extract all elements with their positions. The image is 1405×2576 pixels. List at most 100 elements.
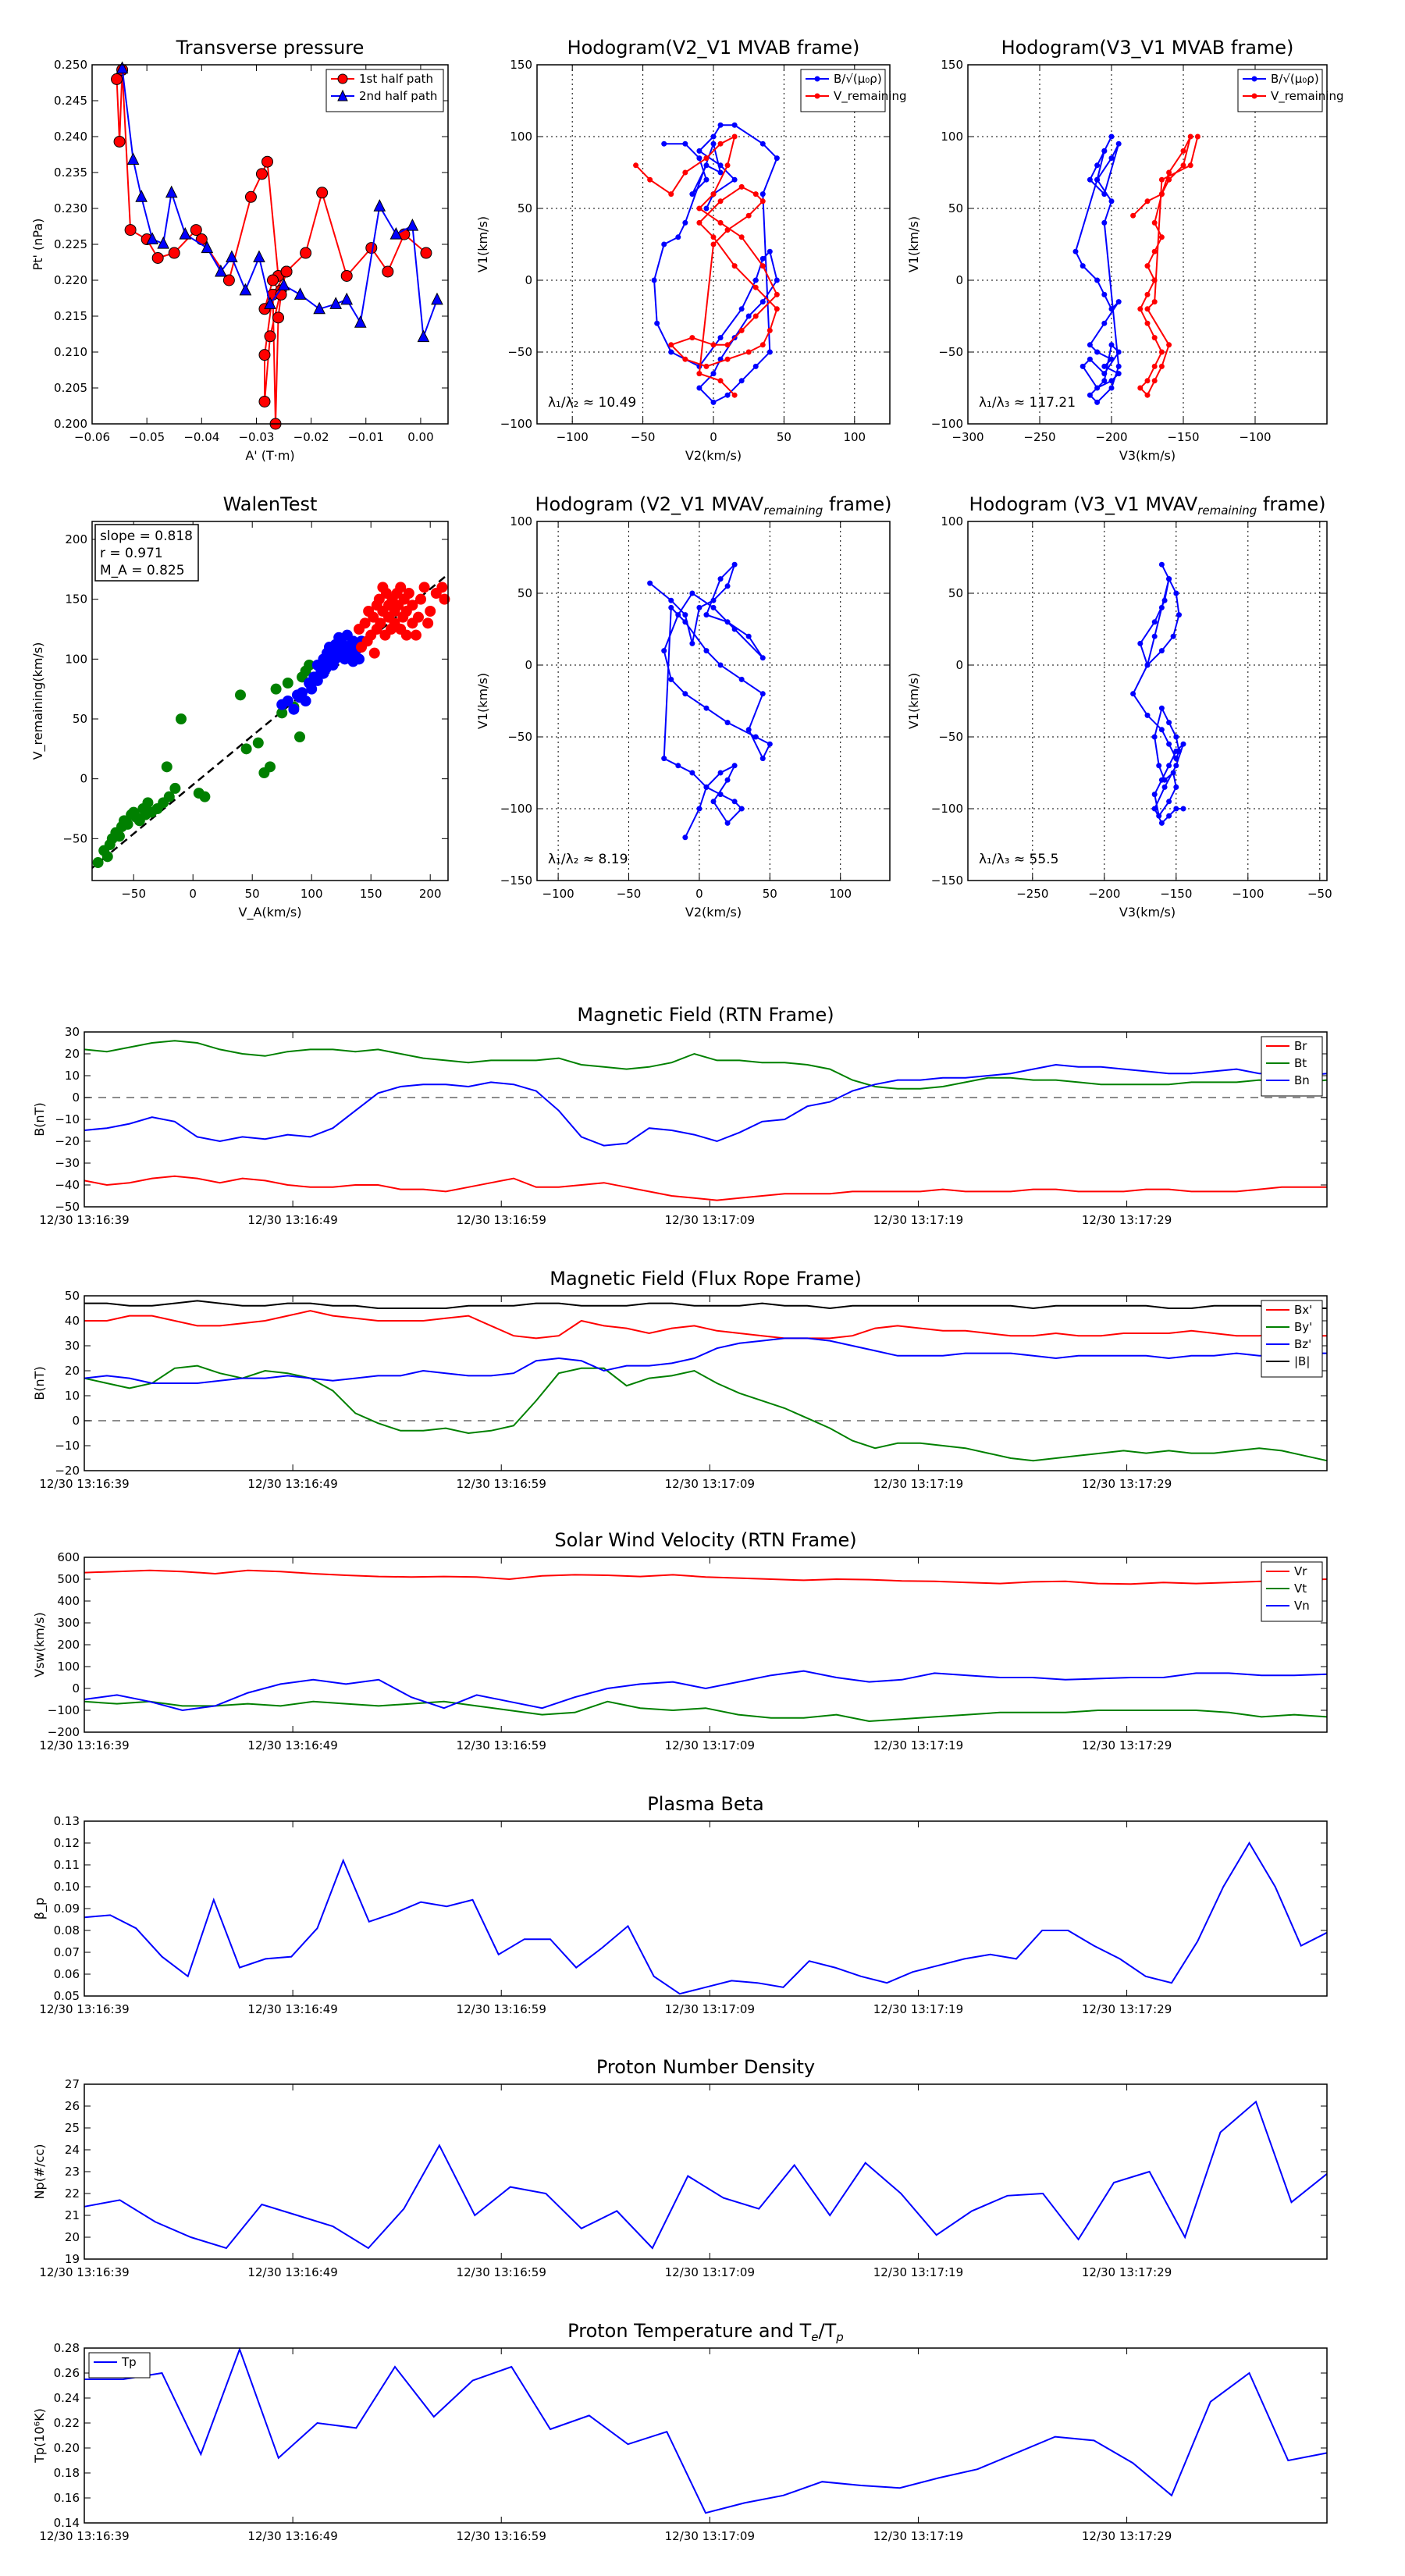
data-point [675,763,681,769]
x-axis-label: V_A(km/s) [239,905,302,920]
chart-title: Magnetic Field (RTN Frame) [577,1004,834,1026]
data-point [1166,813,1172,819]
scatter-point [354,653,365,665]
data-point [1094,277,1101,283]
scatter-point [395,582,407,593]
data-point [759,191,766,197]
data-point [738,806,745,812]
x-axis-label: V2(km/s) [685,448,742,463]
data-point [767,248,773,254]
data-point [340,292,354,305]
data-point [696,806,702,812]
legend-box [1261,1300,1323,1378]
data-point [724,342,731,348]
data-point [1180,741,1186,747]
y-tick-label: −100 [931,417,963,431]
data-point [731,133,738,140]
y-axis-label: Vsw(km/s) [32,1612,47,1677]
data-point [116,61,129,74]
x-tick-label: −50 [1307,887,1332,901]
data-point [654,320,660,326]
data-point [1166,799,1172,805]
data-point [195,233,208,246]
data-point [717,169,724,176]
y-axis-label: V_remaining(km/s) [30,642,46,760]
data-point [717,141,724,147]
x-axis-label: V3(km/s) [1119,905,1176,920]
x-tick-label: 12/30 13:17:09 [665,1738,755,1752]
data-point [168,247,180,259]
x-tick-label: −250 [1016,887,1048,901]
data-point [731,561,738,568]
data-point [1166,741,1172,747]
legend-marker [1251,93,1257,99]
scatter-point [142,797,154,809]
data-point [1137,306,1144,312]
series-line-B/√(μ₀ρ) [653,124,778,404]
x-tick-label: 12/30 13:16:59 [457,1213,546,1227]
y-tick-label: 0.200 [54,417,87,431]
y-tick-label: 20 [65,1364,80,1378]
data-point [661,756,667,762]
y-axis-label: V1(km/s) [906,216,921,272]
scatter-point [400,629,412,641]
x-tick-label: −150 [1160,887,1192,901]
data-point [717,792,724,798]
data-point [239,283,252,296]
scatter-point [439,593,450,605]
series-line-Tp [84,2347,1328,2514]
data-point [1166,763,1172,769]
data-point [165,185,178,198]
x-tick-label: 12/30 13:17:29 [1082,1477,1172,1491]
data-point [316,187,329,199]
data-point [738,306,745,312]
chart-title: Solar Wind Velocity (RTN Frame) [554,1529,856,1551]
y-tick-label: 0.245 [54,94,87,108]
data-point [431,292,443,305]
axes-frame-np [84,2083,1328,2260]
data-point [1180,148,1186,154]
data-point [738,183,745,190]
x-axis-label: V2(km/s) [685,905,742,920]
data-point [1101,148,1108,154]
data-point [752,313,759,319]
y-tick-label: 150 [510,58,532,72]
y-tick-label: 22 [65,2186,80,2201]
x-tick-label: 12/30 13:16:39 [39,1738,129,1752]
data-point [1072,248,1079,254]
scatter-point [311,674,323,686]
y-tick-label: 0 [72,1681,80,1695]
y-tick-label: 26 [65,2099,80,2113]
legend-label: B/√(μ₀ρ) [1271,72,1319,86]
data-point [1166,342,1172,348]
data-point [1158,727,1165,733]
y-tick-label: 50 [518,201,532,215]
scatter-point [288,703,300,715]
x-tick-label: 12/30 13:17:09 [665,2529,755,2543]
data-point [1156,813,1162,819]
scatter-point [407,600,418,611]
x-tick-label: −0.06 [74,430,110,444]
data-point [731,392,738,398]
series-line-Vt [84,1700,1328,1723]
data-point [661,648,667,654]
data-point [1108,342,1115,348]
axes-frame-h1 [536,64,891,425]
data-point [717,162,724,169]
y-tick-label: 150 [941,58,963,72]
chart-title: Proton Temperature and Te/Tp [567,2320,844,2344]
x-tick-label: −50 [631,430,656,444]
x-tick-label: 12/30 13:17:29 [1082,1213,1172,1227]
y-tick-label: 0 [80,772,87,786]
data-point [146,232,158,245]
axes-frame-pt [91,64,449,425]
x-tick-label: 12/30 13:16:49 [247,2002,337,2016]
data-point [264,297,276,309]
x-tick-label: 150 [360,887,382,901]
data-point [668,349,674,355]
x-tick-label: 0 [695,887,703,901]
y-tick-label: 20 [65,2230,80,2244]
x-tick-label: 12/30 13:16:59 [457,2002,546,2016]
data-point [1108,133,1115,140]
data-point [1144,662,1151,668]
